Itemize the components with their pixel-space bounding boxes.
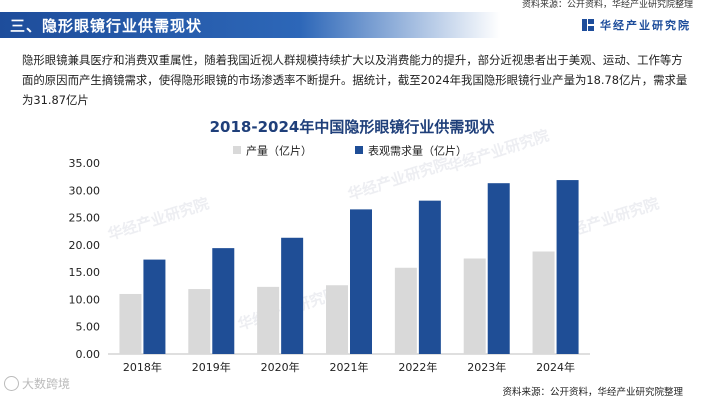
x-tick-label: 2023年 xyxy=(467,360,506,374)
y-tick-label: 0.00 xyxy=(76,348,101,361)
y-tick-label: 30.00 xyxy=(69,184,101,197)
bar-demand xyxy=(556,180,579,354)
corner-watermark-text: 大数跨境 xyxy=(22,377,71,391)
section-header: 三、隐形眼镜行业供需现状 华经产业研究院 xyxy=(0,12,705,38)
summary-paragraph: 隐形眼镜兼具医疗和消费双重属性，随着我国近视人群规模持续扩大以及消费能力的提升，… xyxy=(22,53,688,107)
bar-demand xyxy=(212,248,235,354)
y-tick-label: 15.00 xyxy=(69,266,101,279)
y-tick-label: 20.00 xyxy=(69,239,101,252)
bar-demand xyxy=(281,237,304,354)
legend-label-2: 表观需求量（亿片） xyxy=(368,144,467,158)
legend-swatch-1 xyxy=(233,146,241,154)
bar-production xyxy=(257,286,280,354)
bar-production xyxy=(532,251,555,354)
bar-production xyxy=(326,285,348,354)
bar-demand xyxy=(350,209,372,354)
bar-production xyxy=(188,289,211,354)
brand: 华经产业研究院 xyxy=(582,17,691,33)
chart-container: 2018-2024年中国隐形眼镜行业供需现状 产量（亿片） 表观需求量（亿片） 华经产… xyxy=(0,110,705,380)
bar-production xyxy=(394,267,417,354)
bar-production xyxy=(463,258,486,354)
x-tick-label: 2019年 xyxy=(192,360,231,374)
corner-watermark: 大数跨境 xyxy=(4,375,70,392)
bottom-source-note: 资料来源：公开资料，华经产业研究院整理 xyxy=(502,387,683,398)
y-tick-label: 5.00 xyxy=(76,321,101,334)
x-tick-label: 2018年 xyxy=(123,360,162,374)
bar-production xyxy=(119,293,142,354)
chart-watermark: 华经产业研究院 xyxy=(106,194,211,244)
watermark-circle-icon xyxy=(4,376,19,391)
header-accent-bar xyxy=(0,12,500,38)
y-tick-label: 25.00 xyxy=(69,212,101,225)
x-tick-label: 2021年 xyxy=(330,360,369,374)
brand-logo-icon xyxy=(582,19,594,31)
y-tick-label: 10.00 xyxy=(69,293,101,306)
y-tick-label: 35.00 xyxy=(69,157,101,170)
legend-swatch-2 xyxy=(355,146,363,154)
brand-name: 华经产业研究院 xyxy=(600,19,691,32)
top-source-note: 资料来源：公开资料，华经产业研究院整理 xyxy=(521,0,693,10)
x-tick-label: 2024年 xyxy=(536,360,575,374)
section-title: 三、隐形眼镜行业供需现状 xyxy=(10,17,203,35)
x-tick-label: 2020年 xyxy=(261,360,300,374)
bar-demand xyxy=(487,183,510,354)
bar-demand xyxy=(418,200,441,354)
bar-demand xyxy=(143,259,166,354)
legend-label-1: 产量（亿片） xyxy=(246,144,312,158)
chart-title: 2018-2024年中国隐形眼镜行业供需现状 xyxy=(210,118,496,136)
x-tick-label: 2022年 xyxy=(398,360,437,374)
chart-watermark: 华经产业研究院 xyxy=(346,154,451,204)
